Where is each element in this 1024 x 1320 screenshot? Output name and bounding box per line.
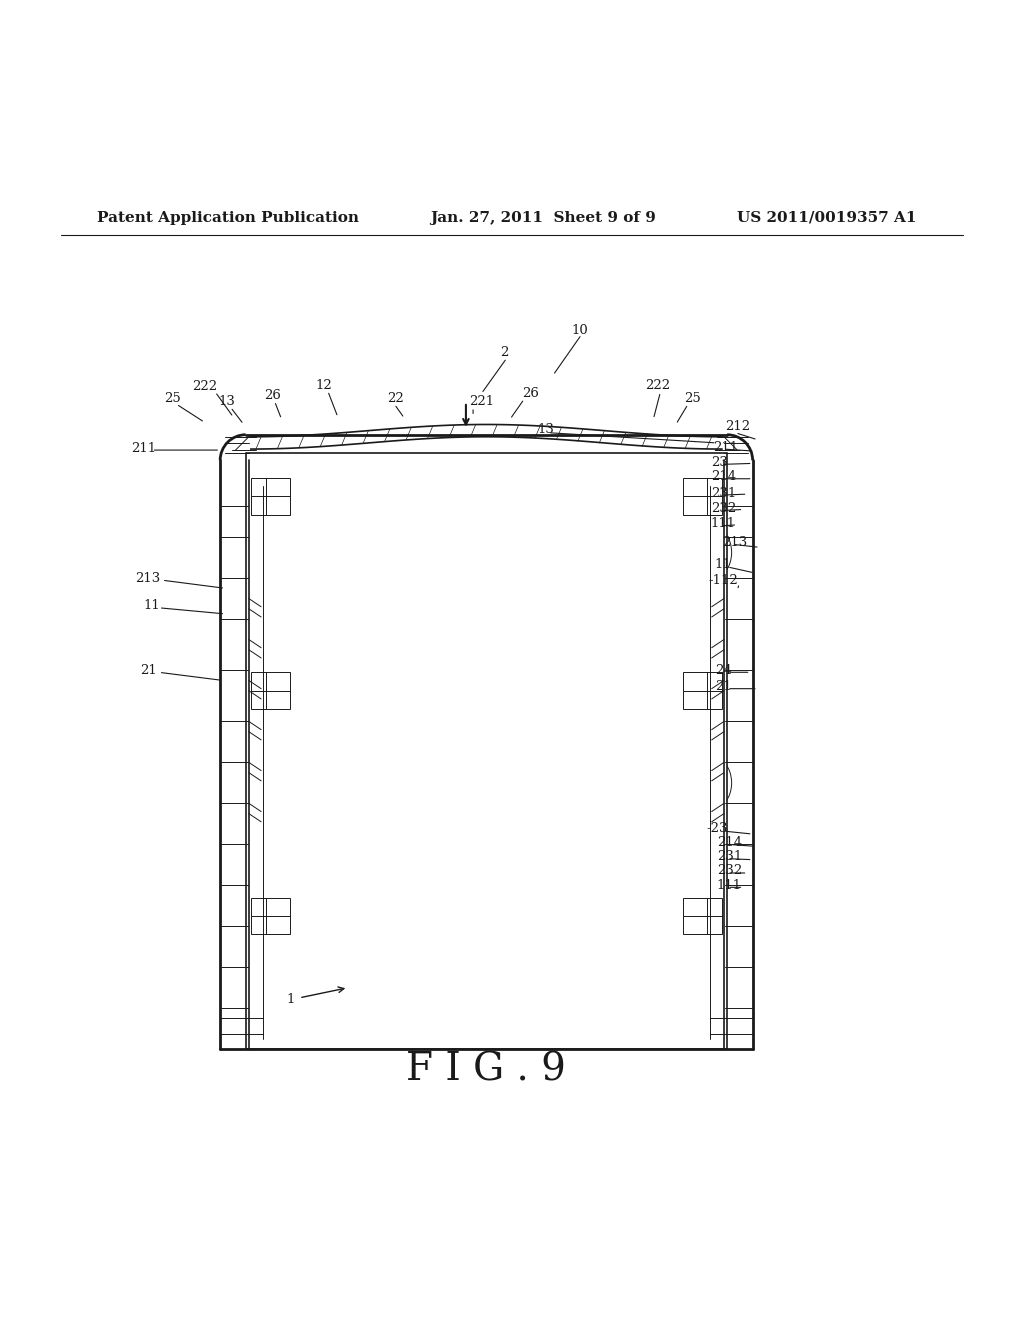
- Text: 231: 231: [711, 487, 736, 499]
- Text: F I G . 9: F I G . 9: [407, 1051, 566, 1088]
- Text: 23: 23: [711, 455, 727, 469]
- Text: 22: 22: [387, 392, 403, 405]
- Text: Patent Application Publication: Patent Application Publication: [97, 211, 359, 224]
- Text: 13: 13: [218, 396, 234, 408]
- Text: 24: 24: [715, 664, 731, 677]
- Text: 232: 232: [717, 865, 742, 878]
- Text: 213: 213: [135, 572, 161, 585]
- Bar: [251, 672, 290, 709]
- Text: 26: 26: [522, 387, 539, 400]
- Bar: [683, 898, 722, 935]
- Bar: [246, 453, 727, 1049]
- Text: 214: 214: [717, 836, 742, 849]
- Text: 211: 211: [131, 441, 157, 454]
- Text: 11: 11: [143, 599, 160, 612]
- Text: 11: 11: [715, 558, 731, 572]
- Bar: [683, 672, 722, 709]
- Text: US 2011/0019357 A1: US 2011/0019357 A1: [737, 211, 916, 224]
- Text: -23: -23: [707, 822, 728, 836]
- Text: 214: 214: [711, 470, 736, 483]
- Text: 2: 2: [500, 346, 508, 359]
- Text: 12: 12: [315, 379, 332, 392]
- Text: 26: 26: [264, 389, 281, 403]
- Text: 211: 211: [713, 441, 738, 454]
- Text: 212: 212: [725, 420, 751, 433]
- Text: 111: 111: [711, 517, 736, 531]
- Text: 10: 10: [571, 323, 588, 337]
- Text: 222: 222: [645, 379, 671, 392]
- Text: 232: 232: [711, 502, 736, 515]
- Text: 21: 21: [140, 664, 157, 677]
- Bar: [683, 478, 722, 515]
- Text: 221: 221: [469, 396, 495, 408]
- Text: 13: 13: [538, 424, 554, 436]
- Text: 111: 111: [717, 879, 742, 892]
- Text: 21: 21: [715, 680, 731, 693]
- Bar: [251, 898, 290, 935]
- Bar: [251, 478, 290, 515]
- Text: 213: 213: [722, 536, 748, 549]
- Text: 25: 25: [164, 392, 180, 405]
- Text: -112: -112: [709, 574, 738, 586]
- Text: Jan. 27, 2011  Sheet 9 of 9: Jan. 27, 2011 Sheet 9 of 9: [430, 211, 656, 224]
- Text: 1: 1: [287, 994, 295, 1006]
- Text: 25: 25: [684, 392, 700, 405]
- Text: 222: 222: [193, 380, 218, 393]
- Text: 231: 231: [717, 850, 742, 863]
